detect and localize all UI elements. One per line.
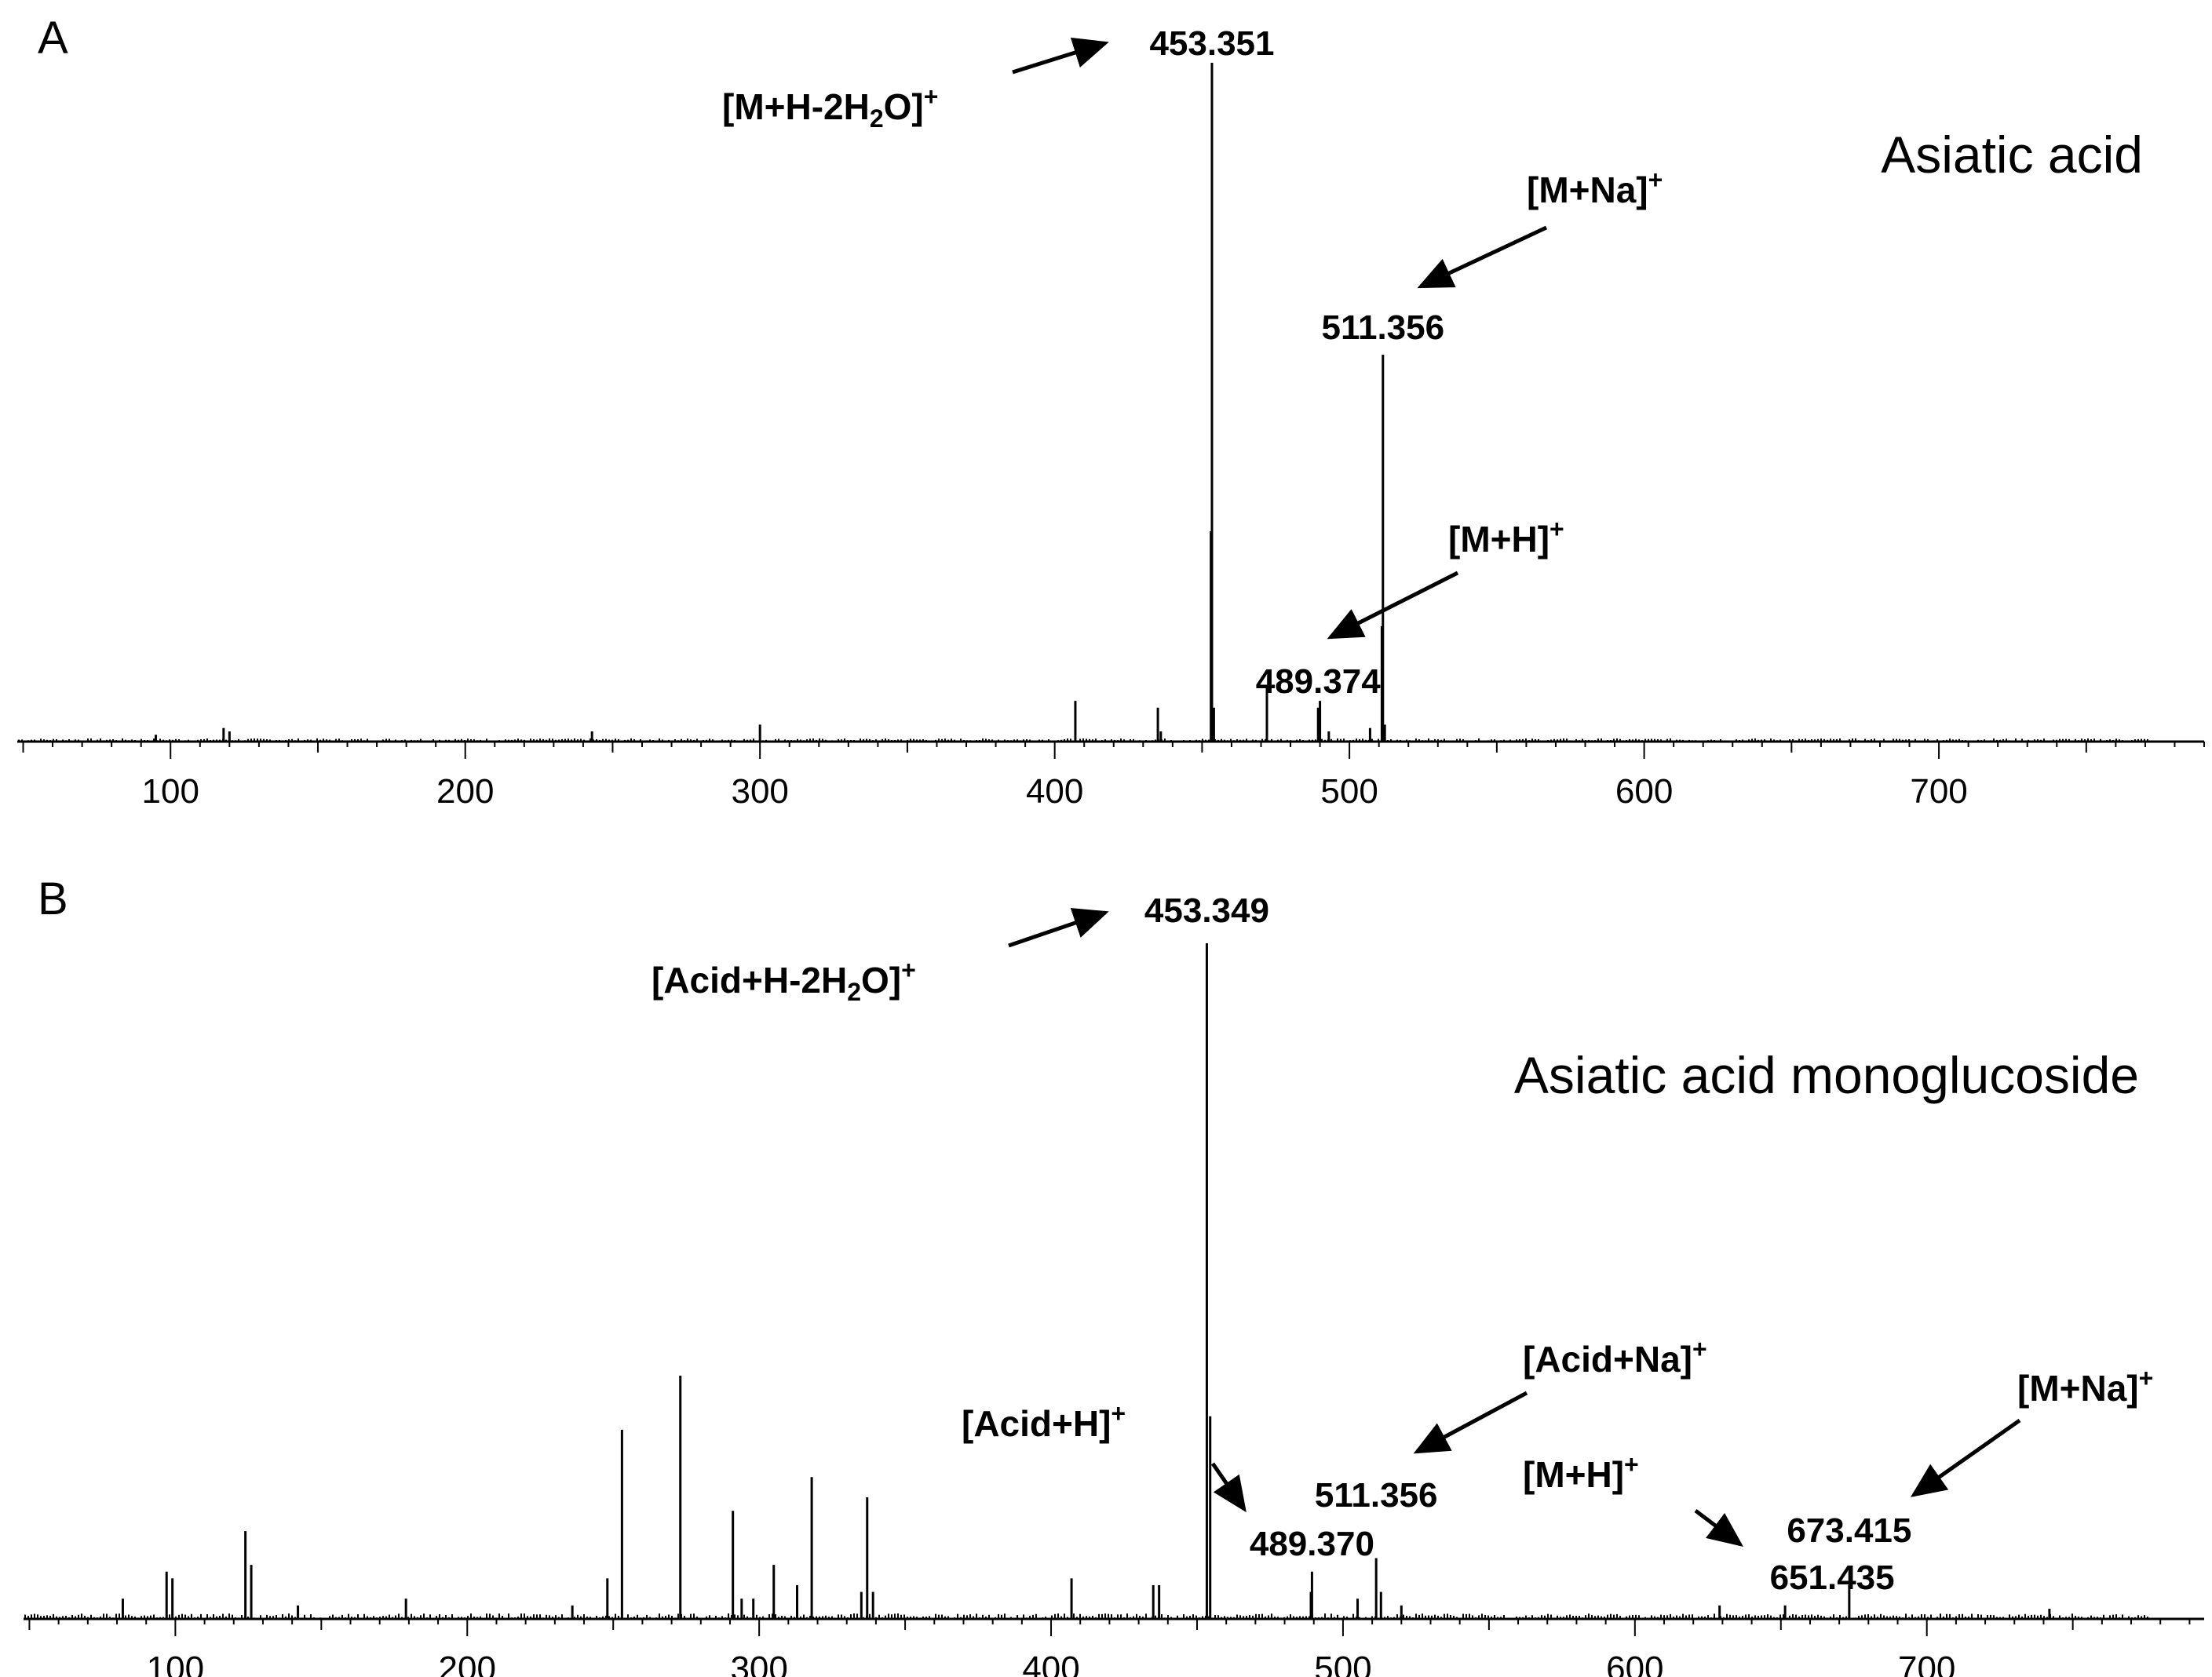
ion-label: [Acid+Na]+	[1523, 1335, 1707, 1380]
x-tick-label: 300	[731, 772, 788, 811]
peak-mz-label: 453.349	[1144, 891, 1269, 930]
ion-label: [Acid+H-2H2O]+	[652, 956, 916, 1006]
panel-label: A	[38, 13, 68, 64]
annotation-arrow	[1327, 571, 1459, 640]
annotation-arrow	[1413, 1391, 1528, 1454]
annotation-arrow	[1210, 1462, 1247, 1513]
annotation-arrow	[1910, 1418, 2021, 1497]
x-tick-label: 100	[142, 772, 199, 811]
baseline-noise	[18, 738, 2148, 742]
ion-label: [M+Na]+	[2017, 1364, 2153, 1409]
x-tick-label: 500	[1320, 772, 1378, 811]
x-tick-label: 200	[439, 1650, 496, 1677]
chart-title: Asiatic acid monoglucoside	[1514, 1046, 2139, 1104]
x-tick-label: 100	[147, 1650, 204, 1677]
annotation-arrow	[1012, 37, 1109, 75]
chart-title: Asiatic acid	[1881, 126, 2143, 184]
peak-mz-label: 673.415	[1787, 1511, 1911, 1550]
x-tick-label: 600	[1606, 1650, 1663, 1677]
x-tick-label: 400	[1026, 772, 1083, 811]
annotation-arrow	[1694, 1509, 1743, 1548]
ion-label: [M+Na]+	[1527, 166, 1663, 210]
peak-mz-label: 489.370	[1250, 1525, 1374, 1563]
spectrum-panel-B: 100 200 300 400 500 600 700 B Asiatic acid monog…	[24, 873, 2204, 1677]
ion-label: [M+H-2H2O]+	[722, 82, 938, 133]
x-tick-label: 300	[730, 1650, 787, 1677]
ion-label: [M+H]+	[1523, 1450, 1639, 1495]
x-tick-label: 700	[1898, 1650, 1955, 1677]
x-tick-label: 400	[1022, 1650, 1079, 1677]
spectrum-panel-A: 100 200 300 400 500 600 700 A Asiatic acid 453.35…	[17, 13, 2205, 811]
peak-mz-label: 489.374	[1256, 662, 1382, 701]
peak-mz-label: 453.351	[1149, 24, 1274, 63]
ion-label: [M+H]+	[1448, 515, 1564, 560]
x-tick-label: 500	[1314, 1650, 1371, 1677]
peak-mz-label: 511.356	[1321, 308, 1444, 347]
x-tick-label: 600	[1615, 772, 1673, 811]
peak-mz-label: 651.435	[1770, 1559, 1895, 1597]
x-tick-label: 700	[1910, 772, 1967, 811]
x-tick-label: 200	[436, 772, 494, 811]
panel-label: B	[38, 873, 68, 924]
annotation-arrow	[1417, 225, 1548, 289]
ion-label: [Acid+H]+	[962, 1399, 1126, 1444]
peak-mz-label: 511.356	[1315, 1476, 1438, 1515]
annotation-arrow	[1008, 907, 1109, 948]
